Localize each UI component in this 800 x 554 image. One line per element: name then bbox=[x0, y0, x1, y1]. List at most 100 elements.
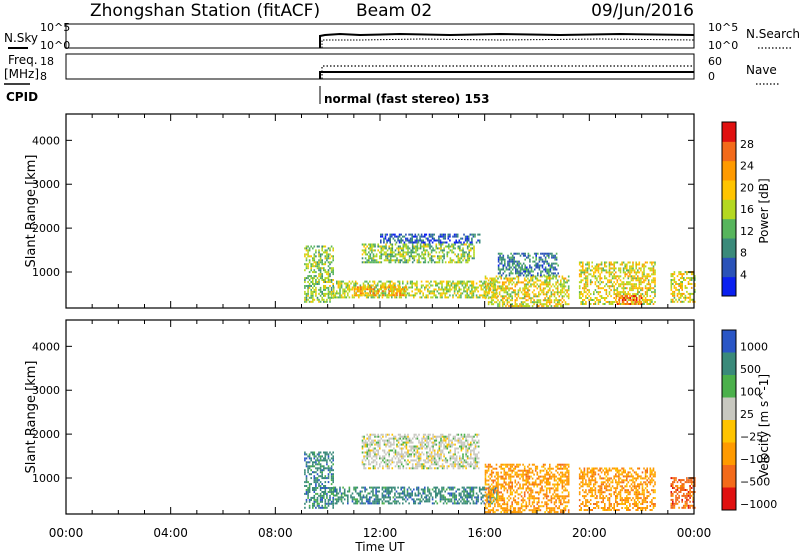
echo-cell bbox=[313, 471, 316, 474]
echo-cell bbox=[411, 249, 414, 252]
echo-cell bbox=[509, 491, 512, 494]
echo-cell bbox=[391, 433, 394, 436]
echo-cell bbox=[508, 256, 511, 259]
echo-cell bbox=[393, 288, 395, 291]
echo-cell bbox=[312, 504, 314, 507]
echo-cell bbox=[337, 280, 340, 283]
echo-cell bbox=[490, 479, 493, 482]
echo-cell bbox=[321, 491, 323, 493]
echo-cell bbox=[424, 257, 427, 260]
echo-cell bbox=[555, 287, 557, 290]
echo-cell bbox=[525, 483, 528, 486]
echo-cell bbox=[400, 457, 403, 460]
echo-cell bbox=[444, 461, 447, 464]
echo-cell bbox=[472, 282, 475, 285]
echo-cell bbox=[375, 500, 377, 503]
echo-cell bbox=[364, 441, 367, 444]
echo-cell bbox=[396, 451, 398, 454]
echo-cell bbox=[495, 473, 498, 476]
echo-cell bbox=[361, 461, 364, 464]
echo-cell bbox=[400, 247, 403, 250]
echo-cell bbox=[310, 294, 312, 297]
echo-cell bbox=[524, 254, 526, 257]
echo-cell bbox=[542, 291, 545, 294]
echo-cell bbox=[380, 249, 383, 252]
echo-cell bbox=[624, 267, 626, 270]
echo-cell bbox=[330, 255, 333, 258]
echo-cell bbox=[307, 461, 309, 464]
echo-cell bbox=[374, 294, 376, 297]
echo-cell bbox=[433, 467, 436, 470]
echo-cell bbox=[622, 287, 625, 290]
echo-cell bbox=[494, 296, 497, 299]
echo-cell bbox=[526, 274, 528, 277]
echo-cell bbox=[437, 463, 439, 466]
echo-cell bbox=[305, 475, 308, 478]
echo-cell bbox=[327, 296, 330, 299]
echo-cell bbox=[454, 447, 456, 450]
echo-cell bbox=[304, 502, 306, 505]
echo-cell bbox=[511, 291, 513, 294]
echo-cell bbox=[641, 281, 644, 284]
echo-cell bbox=[591, 265, 593, 268]
echo-cell bbox=[427, 488, 429, 491]
echo-cell bbox=[471, 437, 474, 440]
echo-cell bbox=[615, 301, 618, 303]
echo-cell bbox=[445, 290, 448, 293]
echo-cell bbox=[381, 494, 384, 497]
echo-cell bbox=[535, 262, 537, 265]
echo-cell bbox=[449, 500, 451, 503]
echo-cell bbox=[681, 275, 683, 278]
echo-cell bbox=[375, 290, 378, 293]
echo-cell bbox=[404, 459, 406, 462]
echo-cell bbox=[402, 243, 405, 246]
echo-cell bbox=[368, 443, 370, 446]
echo-cell bbox=[327, 491, 330, 493]
echo-cell bbox=[605, 271, 608, 274]
echo-cell bbox=[400, 290, 402, 293]
echo-cell bbox=[528, 499, 531, 502]
echo-cell bbox=[586, 263, 589, 266]
echo-cell bbox=[397, 249, 400, 252]
echo-cell bbox=[305, 267, 308, 270]
echo-cell bbox=[374, 453, 376, 456]
echo-cell bbox=[430, 467, 433, 470]
echo-cell bbox=[517, 501, 520, 504]
echo-cell bbox=[459, 455, 461, 458]
echo-cell bbox=[533, 252, 536, 255]
echo-cell bbox=[626, 263, 628, 266]
echo-cell bbox=[422, 435, 425, 438]
nsky-tick-low: 10^0 bbox=[40, 39, 70, 52]
echo-cell bbox=[316, 469, 319, 472]
echo-cell bbox=[643, 303, 645, 305]
echo-cell bbox=[388, 437, 390, 440]
echo-cell bbox=[386, 259, 389, 262]
echo-cell bbox=[472, 294, 475, 297]
echo-cell bbox=[397, 459, 400, 462]
echo-cell bbox=[440, 441, 442, 444]
echo-cell bbox=[594, 301, 597, 303]
echo-cell bbox=[308, 249, 311, 252]
echo-cell bbox=[308, 261, 311, 264]
echo-cell bbox=[327, 288, 330, 291]
echo-cell bbox=[638, 279, 641, 282]
echo-cell bbox=[522, 471, 524, 474]
echo-cell bbox=[385, 251, 387, 254]
echo-cell bbox=[641, 271, 644, 274]
echo-cell bbox=[468, 447, 470, 450]
echo-cell bbox=[329, 275, 331, 278]
echo-cell bbox=[397, 439, 400, 442]
echo-cell bbox=[428, 490, 431, 493]
echo-cell bbox=[489, 463, 491, 466]
echo-cell bbox=[389, 255, 392, 258]
echo-cell bbox=[459, 457, 461, 460]
echo-cell bbox=[323, 294, 325, 297]
echo-cell bbox=[508, 260, 511, 263]
echo-cell bbox=[580, 265, 582, 268]
echo-cell bbox=[427, 486, 429, 489]
echo-cell bbox=[416, 239, 418, 242]
echo-cell bbox=[499, 258, 501, 261]
echo-cell bbox=[556, 287, 559, 290]
echo-cell bbox=[537, 266, 539, 269]
echo-cell bbox=[428, 488, 431, 491]
